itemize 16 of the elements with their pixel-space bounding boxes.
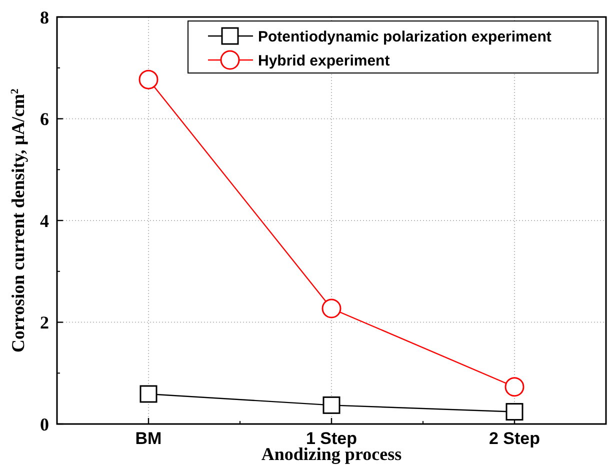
legend-label: Hybrid experiment — [258, 52, 390, 70]
point — [506, 403, 524, 421]
y-tick-label: 6 — [40, 109, 49, 130]
legend-label: Potentiodynamic polarization experiment — [258, 28, 552, 46]
y-tick-label: 2 — [40, 312, 49, 333]
x-tick-label: 1 Step — [306, 429, 358, 448]
x-tick-label: 2 Step — [488, 429, 540, 448]
y-tick-label: 8 — [40, 7, 49, 28]
y-tick-label: 0 — [40, 414, 49, 434]
point — [322, 396, 340, 414]
point — [138, 70, 158, 90]
point — [322, 298, 342, 318]
y-tick-label: 4 — [40, 210, 49, 231]
point — [140, 385, 158, 403]
point — [504, 377, 524, 397]
x-tick-label: BM — [135, 429, 162, 448]
